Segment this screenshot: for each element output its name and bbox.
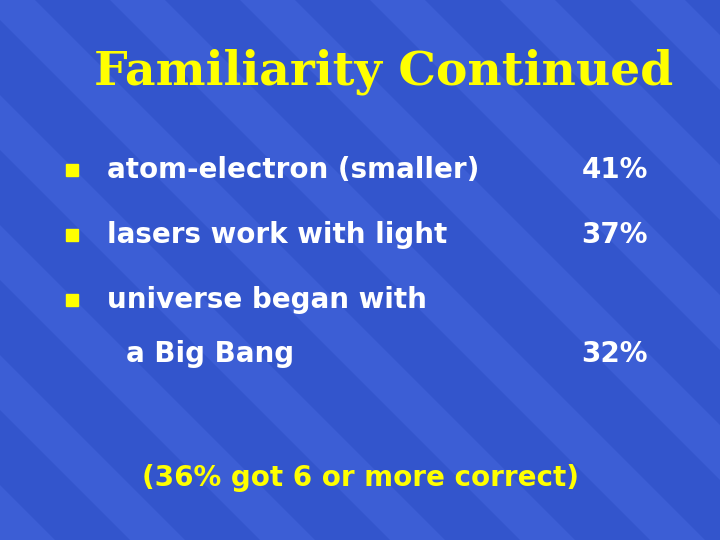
Polygon shape bbox=[630, 0, 720, 540]
Polygon shape bbox=[370, 0, 720, 540]
Text: lasers work with light: lasers work with light bbox=[107, 221, 447, 249]
Polygon shape bbox=[0, 0, 575, 540]
Bar bbox=[66, 294, 78, 306]
Text: atom-electron (smaller): atom-electron (smaller) bbox=[107, 156, 479, 184]
Polygon shape bbox=[0, 0, 185, 540]
Polygon shape bbox=[0, 0, 445, 540]
Text: a Big Bang: a Big Bang bbox=[126, 340, 294, 368]
Bar bbox=[66, 229, 78, 241]
Text: Familiarity Continued: Familiarity Continued bbox=[94, 49, 673, 95]
Polygon shape bbox=[0, 0, 55, 540]
Polygon shape bbox=[240, 0, 720, 540]
Text: 32%: 32% bbox=[582, 340, 648, 368]
Text: 37%: 37% bbox=[582, 221, 648, 249]
Text: (36% got 6 or more correct): (36% got 6 or more correct) bbox=[142, 464, 578, 492]
Bar bbox=[66, 164, 78, 176]
Text: 41%: 41% bbox=[582, 156, 648, 184]
Polygon shape bbox=[500, 0, 720, 540]
Polygon shape bbox=[110, 0, 705, 540]
Polygon shape bbox=[0, 0, 315, 540]
Text: universe began with: universe began with bbox=[107, 286, 426, 314]
